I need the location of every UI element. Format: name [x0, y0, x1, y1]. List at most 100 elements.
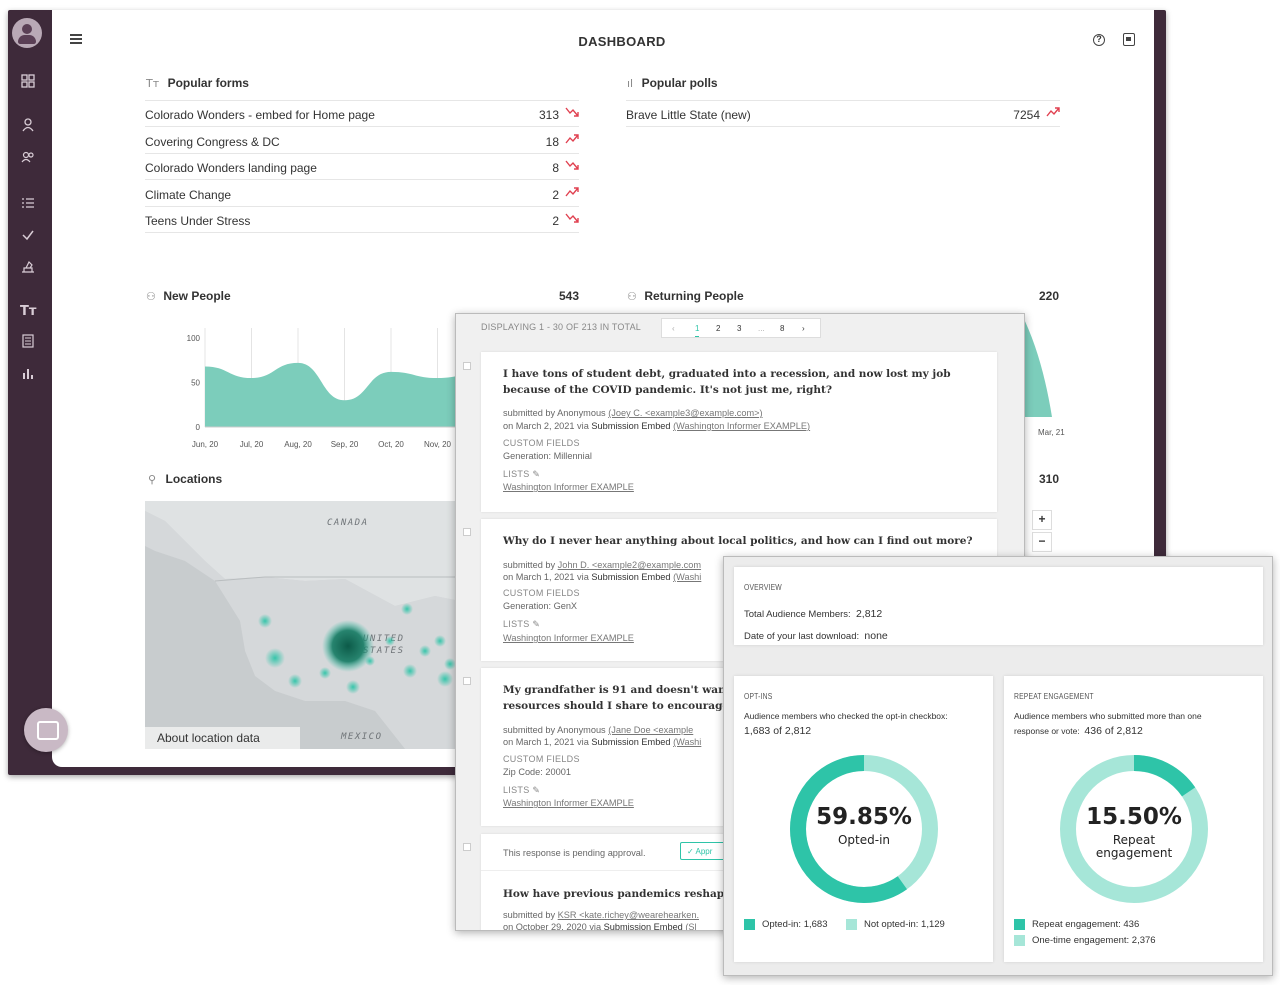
- edit-icon[interactable]: ✎: [532, 785, 541, 795]
- item-label: Climate Change: [145, 187, 232, 202]
- custom-fields-label: CUSTOM FIELDS: [503, 438, 580, 448]
- map-landmass: [145, 501, 460, 749]
- legend-repeat: Repeat engagement: 436: [1032, 919, 1140, 930]
- map-heat-points: [258, 603, 456, 694]
- list-link[interactable]: Washington Informer EXAMPLE: [503, 798, 634, 808]
- lists-label: LISTS ✎: [503, 469, 541, 479]
- text-icon: Tт: [146, 77, 160, 90]
- bar-chart-icon[interactable]: [20, 366, 36, 382]
- response-checkbox[interactable]: [463, 677, 471, 685]
- x-tick-label: Oct, 20: [378, 440, 404, 449]
- response-date: on March 2, 2021 via Submission Embed (W…: [503, 421, 811, 431]
- response-card[interactable]: I have tons of student debt, graduated i…: [481, 352, 997, 512]
- item-count: 8: [552, 161, 559, 175]
- custom-fields-label: CUSTOM FIELDS: [503, 588, 580, 598]
- response-checkbox[interactable]: [463, 362, 471, 370]
- returning-x-label: Mar, 21: [1038, 428, 1065, 437]
- source-link[interactable]: (Washington Informer EXAMPLE): [673, 421, 811, 431]
- overview-title: OVERVIEW: [744, 583, 782, 592]
- trend-up-icon: [565, 133, 579, 145]
- text-icon[interactable]: Tт: [20, 304, 37, 319]
- download-icon[interactable]: [1123, 33, 1135, 46]
- response-question: I have tons of student debt, graduated i…: [503, 368, 951, 396]
- popular-polls-header: ıl Popular polls: [627, 74, 718, 92]
- y-tick-label: 50: [191, 379, 200, 388]
- people-icon[interactable]: [20, 150, 36, 166]
- pager-page-8[interactable]: 8: [780, 324, 785, 333]
- y-tick-label: 100: [187, 334, 201, 343]
- list-link[interactable]: Washington Informer EXAMPLE: [503, 633, 634, 643]
- returning-people-header: ⚇ Returning People: [627, 287, 744, 305]
- x-tick-label: Sep, 20: [331, 440, 359, 449]
- returning-people-title: Returning People: [644, 289, 744, 303]
- new-people-header: ⚇ New People: [146, 287, 231, 305]
- legend-one-time: One-time engagement: 2,376: [1032, 935, 1156, 946]
- submitter-link[interactable]: (Joey C. <example3@example.com>): [608, 408, 763, 418]
- people-icon: ⚇: [146, 290, 156, 303]
- form-icon[interactable]: [20, 334, 36, 350]
- help-icon[interactable]: ?: [1093, 34, 1105, 46]
- response-checkbox[interactable]: [463, 843, 471, 851]
- chat-launcher-icon[interactable]: [24, 708, 68, 752]
- new-people-total: 543: [558, 289, 579, 303]
- pager-page-3[interactable]: 3: [737, 324, 742, 333]
- pager-next[interactable]: ›: [802, 324, 805, 333]
- optins-title: OPT-INS: [744, 692, 773, 701]
- list-link[interactable]: Washington Informer EXAMPLE: [503, 482, 634, 492]
- list-item[interactable]: Climate Change 2: [145, 181, 579, 207]
- custom-field-value: Zip Code: 20001: [503, 767, 571, 777]
- submitter-link[interactable]: KSR <kate.richey@wearehearken.: [557, 910, 699, 920]
- list-item[interactable]: Colorado Wonders - embed for Home page 31…: [145, 101, 579, 127]
- map-zoom-in-button[interactable]: +: [1032, 510, 1052, 530]
- page-title: DASHBOARD: [578, 34, 666, 49]
- submitter-link[interactable]: John D. <example2@example.com: [557, 560, 702, 570]
- item-label: Colorado Wonders - embed for Home page: [145, 108, 375, 122]
- new-people-title: New People: [163, 289, 231, 303]
- list-item[interactable]: Colorado Wonders landing page 8: [145, 154, 579, 180]
- add-person-icon[interactable]: [20, 118, 36, 134]
- list-item[interactable]: Covering Congress & DC 18: [145, 128, 579, 154]
- trend-up-icon: [565, 186, 579, 198]
- source-link[interactable]: (Washi: [673, 737, 702, 747]
- legend-swatch-one-time: [1014, 935, 1025, 946]
- map-zoom-out-button[interactable]: −: [1032, 532, 1052, 552]
- response-checkbox[interactable]: [463, 528, 471, 536]
- list-icon[interactable]: [20, 196, 36, 212]
- legend-not-optin: Not opted-in: 1,129: [864, 919, 945, 930]
- locations-title: Locations: [165, 472, 223, 486]
- list-item[interactable]: Brave Little State (new) 7254: [626, 101, 1060, 127]
- x-tick-label: Aug, 20: [284, 440, 312, 449]
- avatar-icon[interactable]: [12, 18, 42, 48]
- dashboard-icon[interactable]: [20, 74, 36, 90]
- list-item[interactable]: Teens Under Stress 2: [145, 207, 579, 233]
- custom-field-value: Generation: GenX: [503, 601, 578, 611]
- legend-optin: Opted-in: 1,683: [762, 919, 828, 930]
- pager-page-1[interactable]: 1: [695, 324, 700, 337]
- source-link[interactable]: (Sl: [685, 922, 697, 931]
- item-count: 2: [552, 214, 559, 228]
- legend-swatch-repeat: [1014, 919, 1025, 930]
- source-link[interactable]: (Washi: [673, 572, 702, 582]
- optins-description: Audience members who checked the opt-in …: [744, 711, 948, 721]
- custom-field-value: Generation: Millennial: [503, 451, 592, 461]
- repeat-percent-label: Repeat engagement: [1095, 833, 1173, 860]
- location-map[interactable]: CANADA UNITED STATES MEXICO About: [145, 501, 460, 749]
- edit-icon[interactable]: ✎: [532, 469, 541, 479]
- check-icon[interactable]: [20, 228, 36, 244]
- about-location-data-link[interactable]: About location data: [145, 727, 300, 749]
- hamburger-menu-icon[interactable]: [70, 34, 82, 44]
- pager-prev[interactable]: ‹: [672, 324, 675, 333]
- optins-panel: OPT-INS Audience members who checked the…: [734, 676, 993, 962]
- item-label: Brave Little State (new): [626, 108, 751, 122]
- pager-page-2[interactable]: 2: [716, 324, 721, 333]
- response-question: Why do I never hear anything about local…: [503, 535, 973, 547]
- last-download: Date of your last download: none: [744, 630, 888, 642]
- x-tick-label: Jun, 20: [192, 440, 219, 449]
- trend-down-icon: [565, 159, 579, 171]
- map-label-canada: CANADA: [327, 518, 369, 528]
- pagination: ‹ 1 2 3 ... 8 ›: [661, 318, 821, 338]
- edit-icon[interactable]: ✎: [532, 619, 541, 629]
- ballot-icon[interactable]: [20, 260, 36, 276]
- map-label-mexico: MEXICO: [341, 732, 383, 742]
- submitter-link[interactable]: (Jane Doe <example: [608, 725, 694, 735]
